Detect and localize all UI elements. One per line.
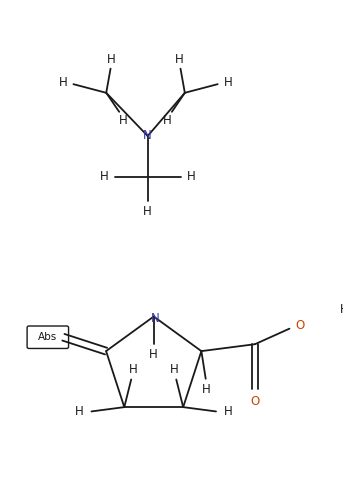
Text: H: H	[59, 76, 68, 89]
Text: H: H	[175, 54, 184, 66]
Text: O: O	[250, 394, 260, 407]
Text: H: H	[170, 362, 179, 376]
Text: H: H	[129, 362, 137, 376]
Text: H: H	[340, 303, 343, 316]
Text: O: O	[295, 318, 305, 332]
Text: H: H	[224, 76, 233, 89]
Text: H: H	[100, 170, 109, 183]
Text: H: H	[143, 204, 152, 218]
Text: H: H	[107, 54, 116, 66]
Text: N: N	[143, 130, 152, 142]
Text: Abs: Abs	[38, 332, 58, 342]
Text: N: N	[151, 312, 160, 324]
Text: H: H	[75, 405, 84, 418]
Text: H: H	[119, 114, 128, 127]
Text: H: H	[202, 382, 211, 396]
Text: H: H	[163, 114, 172, 127]
Text: H: H	[224, 405, 233, 418]
Text: H: H	[149, 348, 158, 361]
Text: H: H	[187, 170, 195, 183]
FancyBboxPatch shape	[27, 326, 69, 348]
